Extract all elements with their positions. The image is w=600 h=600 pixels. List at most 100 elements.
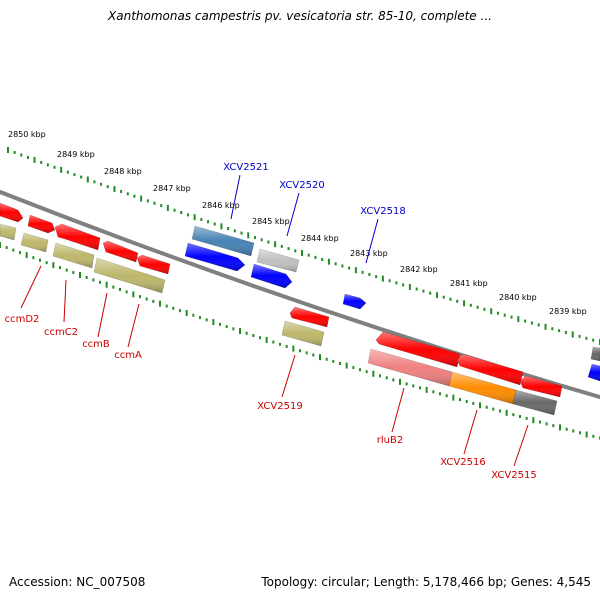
scale-tick-major [33, 156, 36, 163]
scale-tick-minor [339, 361, 341, 365]
scale-tick-minor [592, 338, 595, 342]
scale-tick-major [193, 214, 196, 221]
scale-tick-minor [219, 322, 221, 326]
scale-tick-minor [551, 327, 554, 331]
gene-label[interactable]: ccmB [82, 339, 110, 350]
scale-tick-major [532, 417, 535, 424]
gene-label[interactable]: XCV2518 [360, 206, 405, 217]
gene-feature[interactable] [342, 293, 367, 310]
scale-tick-minor [253, 236, 256, 240]
scale-tick-minor [20, 153, 23, 157]
scale-tick-minor [232, 327, 235, 331]
scale-tick-minor [352, 366, 355, 370]
scale-tick-minor [312, 353, 315, 357]
scale-tick-minor [146, 199, 149, 203]
scale-tick-minor [40, 160, 43, 164]
scale-tick-minor [579, 431, 581, 435]
scale-tick-minor [272, 340, 275, 344]
scale-tick-minor [419, 386, 421, 390]
scale-tick-minor [592, 434, 595, 438]
scale-tick-minor [348, 266, 351, 270]
scale-tick-minor [192, 313, 195, 317]
scale-tick-major [463, 300, 466, 307]
gene-label[interactable]: XCV2520 [279, 180, 324, 191]
scale-tick-minor [314, 255, 317, 259]
gene-label[interactable]: XCV2515 [491, 470, 536, 481]
scale-label: 2848 kbp [104, 167, 142, 176]
genome-summary-text: Topology: circular; Length: 5,178,466 bp… [261, 575, 591, 589]
gene-label[interactable]: ccmC2 [44, 327, 78, 338]
scale-tick-minor [133, 194, 136, 198]
scale-tick-minor [93, 180, 96, 184]
scale-tick-minor [558, 329, 561, 333]
gene-label[interactable]: rluB2 [377, 435, 403, 446]
scale-label: 2846 kbp [202, 201, 240, 210]
gene-feature[interactable] [587, 363, 600, 382]
scale-tick-minor [153, 201, 156, 205]
scale-tick-minor [280, 244, 283, 248]
scale-tick-major [7, 147, 9, 153]
scale-tick-minor [578, 334, 581, 338]
gene-feature[interactable] [136, 254, 171, 275]
scale-tick-minor [539, 420, 541, 424]
scale-tick-major [345, 362, 348, 369]
scale-tick-minor [429, 291, 432, 295]
scale-tick-minor [287, 247, 290, 251]
gene-label[interactable]: ccmA [114, 350, 142, 361]
scale-tick-minor [65, 268, 68, 272]
gene-feature[interactable] [590, 346, 600, 362]
scale-tick-minor [5, 246, 8, 250]
scale-tick-minor [100, 182, 103, 186]
gene-feature[interactable] [0, 223, 17, 241]
scale-label: 2847 kbp [153, 184, 191, 193]
gene-feature[interactable] [20, 232, 49, 253]
scale-tick-minor [139, 295, 141, 299]
scale-tick-minor [365, 370, 368, 374]
scale-tick-major [372, 370, 375, 377]
scale-tick-minor [307, 253, 310, 257]
gene-feature[interactable] [27, 214, 56, 234]
scale-tick-major [381, 275, 384, 282]
scale-label: 2841 kbp [450, 279, 488, 288]
scale-tick-minor [225, 325, 228, 329]
scale-tick-minor [260, 238, 263, 242]
leader-line [63, 279, 67, 323]
scale-tick-minor [106, 185, 109, 189]
scale-tick-minor [321, 258, 324, 262]
scale-tick-minor [92, 278, 95, 282]
scale-tick-major [399, 378, 401, 385]
scale-tick-minor [213, 222, 216, 226]
map-title: Xanthomonas campestris pv. vesicatoria s… [108, 9, 492, 23]
scale-tick-minor [552, 424, 555, 428]
scale-labels: 2850 kbp 2849 kbp 2848 kbp 2847 kbp 2846… [8, 130, 587, 316]
scale-tick-minor [379, 374, 381, 378]
scale-tick-major [113, 186, 116, 193]
scale-tick-minor [388, 279, 391, 283]
scale-tick-major [140, 195, 143, 202]
gene-label[interactable]: XCV2516 [440, 457, 485, 468]
scale-tick-minor [279, 342, 281, 346]
scale-tick-minor [565, 427, 568, 431]
scale-tick-minor [259, 336, 261, 340]
scale-tick-minor [252, 334, 255, 338]
scale-tick-minor [469, 303, 472, 307]
gene-feature[interactable] [0, 202, 24, 223]
scale-tick-minor [245, 331, 248, 335]
scale-tick-major [327, 258, 330, 265]
scale-tick-minor [503, 313, 506, 317]
scale-tick-minor [26, 155, 29, 159]
scale-tick-minor [305, 351, 308, 355]
gene-label[interactable]: XCV2521 [223, 162, 268, 173]
scale-tick-major [239, 328, 241, 335]
gene-label[interactable]: ccmD2 [5, 314, 40, 325]
scale-tick-minor [172, 306, 175, 310]
scale-tick-minor [13, 150, 16, 154]
leader-line [463, 409, 478, 455]
scale-tick-minor [32, 256, 35, 260]
gene-label[interactable]: XCV2519 [257, 401, 302, 412]
scale-tick-major [301, 250, 303, 256]
scale-tick-minor [512, 413, 515, 417]
leader-line [281, 354, 296, 398]
scale-tick-major [185, 309, 188, 316]
